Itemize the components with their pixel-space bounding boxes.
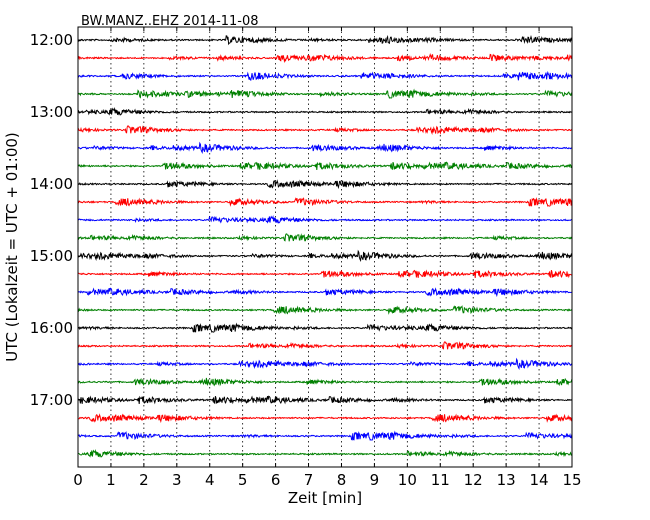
seismic-trace (77, 287, 572, 298)
x-tick-label: 10 (398, 471, 417, 489)
x-tick-label: 3 (172, 471, 182, 489)
seismic-trace (77, 269, 572, 279)
y-tick-label: 13:00 (30, 103, 73, 121)
seismic-trace (77, 233, 573, 242)
seismic-trace (77, 341, 572, 350)
x-tick-label: 12 (464, 471, 483, 489)
seismic-trace (77, 249, 573, 263)
seismic-trace (77, 322, 573, 333)
x-tick-label: 9 (370, 471, 380, 489)
x-tick-label: 2 (139, 471, 149, 489)
seismic-trace (77, 395, 573, 405)
seismic-trace (77, 53, 573, 64)
seismic-trace (77, 34, 573, 46)
x-tick-label: 13 (497, 471, 516, 489)
x-tick-label: 0 (73, 471, 83, 489)
seismic-trace (77, 125, 572, 135)
x-tick-label: 11 (431, 471, 450, 489)
seismic-trace (77, 377, 573, 387)
seismic-trace (77, 179, 573, 190)
seismic-trace (77, 107, 572, 116)
seismic-trace (77, 305, 573, 315)
x-tick-label: 6 (271, 471, 281, 489)
x-tick-label: 5 (238, 471, 248, 489)
y-tick-label: 14:00 (30, 175, 73, 193)
seismic-trace (77, 430, 573, 441)
x-tick-label: 1 (106, 471, 116, 489)
seismic-trace (77, 141, 572, 155)
y-tick-label: 12:00 (30, 31, 73, 49)
traces (77, 34, 573, 458)
seismic-trace (77, 215, 572, 224)
x-tick-label: 4 (205, 471, 215, 489)
x-tick-label: 14 (530, 471, 549, 489)
seismic-trace (77, 449, 572, 458)
seismic-trace (77, 88, 573, 99)
x-axis-label: Zeit [min] (288, 489, 362, 507)
y-axis-label: UTC (Lokalzeit = UTC + 01:00) (3, 132, 21, 362)
y-axis: 12:00 13:00 14:00 15:00 16:00 17:00 (30, 31, 572, 409)
y-tick-label: 17:00 (30, 391, 73, 409)
y-tick-label: 15:00 (30, 247, 73, 265)
seismic-trace (77, 161, 573, 171)
x-tick-label: 8 (337, 471, 347, 489)
x-tick-label: 15 (562, 471, 581, 489)
x-tick-label: 7 (304, 471, 314, 489)
chart-title: BW.MANZ..EHZ 2014-11-08 (81, 14, 259, 29)
x-axis: 0 1 2 3 4 5 6 7 8 9 10 11 12 13 14 15 (73, 27, 582, 489)
grid (110, 27, 540, 467)
seismic-trace (77, 357, 573, 371)
seismic-trace (77, 70, 573, 81)
seismic-trace (77, 197, 573, 207)
seismic-trace (77, 413, 573, 424)
plot-frame (77, 26, 573, 468)
y-tick-label: 16:00 (30, 319, 73, 337)
